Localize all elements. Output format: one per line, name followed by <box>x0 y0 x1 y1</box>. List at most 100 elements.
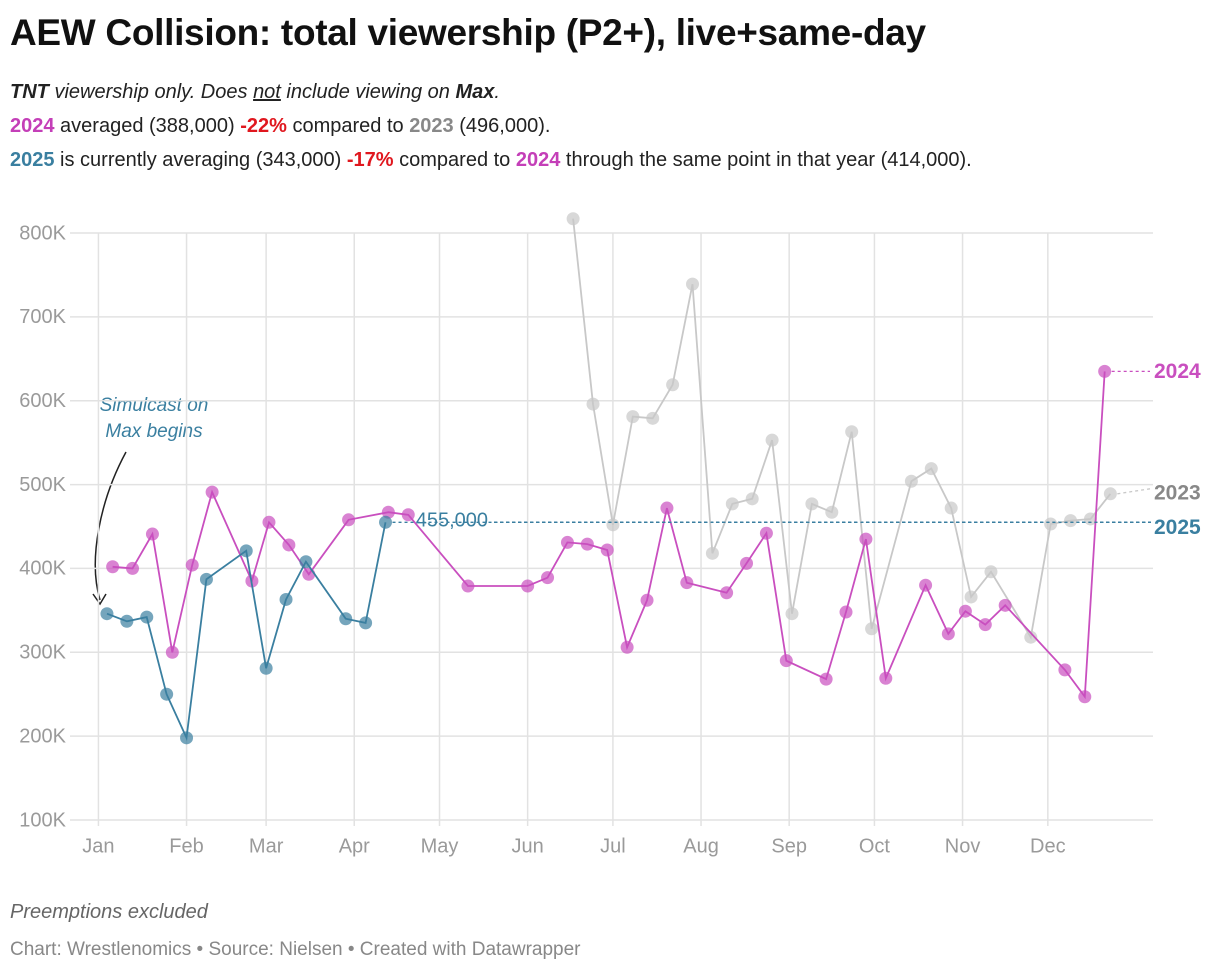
data-point <box>259 661 273 675</box>
subtitle-text: is currently averaging (343,000) <box>54 149 347 171</box>
data-point <box>299 555 313 569</box>
data-point <box>302 567 316 581</box>
data-point <box>120 614 134 628</box>
data-point <box>626 410 640 424</box>
data-point <box>185 558 199 572</box>
series-line <box>572 218 1112 640</box>
data-point <box>1078 690 1092 704</box>
data-point <box>779 654 793 668</box>
data-point <box>705 546 719 560</box>
subtitle-text: compared to <box>286 115 410 137</box>
data-point <box>944 501 958 515</box>
subtitle-text: -22% <box>240 115 287 137</box>
subtitle-text: Max <box>455 81 495 103</box>
x-tick-label: Jun <box>512 835 544 857</box>
subtitle-text: viewership only. Does <box>48 81 254 103</box>
data-point <box>282 538 296 552</box>
source: Chart: Wrestlenomics • Source: Nielsen •… <box>10 939 581 960</box>
data-point <box>262 515 276 529</box>
data-point <box>680 576 694 590</box>
data-point <box>660 501 674 515</box>
reference-label: 455,000 <box>416 510 488 532</box>
data-point <box>541 571 555 585</box>
x-tick-label: Nov <box>945 835 981 857</box>
x-tick-label: Dec <box>1030 835 1066 857</box>
data-point <box>180 731 194 745</box>
annotation: Max begins <box>105 421 203 442</box>
y-tick-label: 400K <box>19 558 66 580</box>
subtitle-text: through the same point in that year (414… <box>560 149 972 171</box>
data-point <box>239 544 253 558</box>
data-point <box>1083 512 1097 526</box>
x-tick-label: Sep <box>771 835 807 857</box>
y-tick-label: 700K <box>19 306 66 328</box>
x-tick-label: Feb <box>169 835 203 857</box>
subtitle-text: 2023 <box>409 115 454 137</box>
data-point <box>359 616 373 630</box>
data-point <box>381 505 395 519</box>
data-point <box>339 612 353 626</box>
data-point <box>666 378 680 392</box>
subtitle-text: 2025 <box>10 149 55 171</box>
data-point <box>941 627 955 641</box>
subtitle: TNT viewership only. Does not include vi… <box>10 80 1210 104</box>
y-tick-label: 500K <box>19 474 66 496</box>
data-point <box>165 645 179 659</box>
data-point <box>919 578 933 592</box>
data-point <box>586 397 600 411</box>
legend-label: 2024 <box>1154 360 1201 383</box>
y-tick-label: 600K <box>19 390 66 412</box>
x-tick-label: Aug <box>683 835 719 857</box>
series-extension <box>1117 488 1151 495</box>
data-point <box>140 610 154 624</box>
subtitle-text: include viewing on <box>280 81 456 103</box>
legend-label: 2023 <box>1154 481 1201 504</box>
data-point <box>904 474 918 488</box>
data-point <box>646 411 660 425</box>
data-point <box>1098 364 1112 378</box>
subtitle: 2024 averaged (388,000) -22% compared to… <box>10 114 1210 138</box>
y-tick-label: 800K <box>19 222 66 244</box>
data-point <box>759 526 773 540</box>
data-point <box>160 687 174 701</box>
data-point <box>964 590 978 604</box>
data-point <box>1058 663 1072 677</box>
subtitle-text: 2024 <box>10 115 55 137</box>
subtitle-text: averaged (388,000) <box>54 115 241 137</box>
data-point <box>566 212 580 226</box>
data-point <box>845 425 859 439</box>
data-point <box>560 535 574 549</box>
data-point <box>379 515 393 529</box>
notes: Preemptions excluded <box>10 901 208 923</box>
chart-title: AEW Collision: total viewership (P2+), l… <box>10 12 926 53</box>
x-tick-label: May <box>421 835 459 857</box>
legend-label: 2025 <box>1154 516 1201 539</box>
subtitle-text: not <box>253 81 281 103</box>
data-point <box>785 607 799 621</box>
subtitle: 2025 is currently averaging (343,000) -1… <box>10 148 1210 172</box>
data-point <box>765 433 779 447</box>
subtitle-text: -17% <box>346 149 394 171</box>
series-line <box>112 371 1106 700</box>
annotation: Simulcast on <box>100 395 209 416</box>
x-tick-label: Apr <box>339 835 370 857</box>
data-point <box>819 672 833 686</box>
data-point <box>521 579 535 593</box>
data-point <box>1064 514 1078 528</box>
data-point <box>1044 517 1058 531</box>
y-tick-label: 300K <box>19 642 66 664</box>
annotation-arrowhead <box>92 593 107 606</box>
data-point <box>461 579 475 593</box>
data-point <box>1024 630 1038 644</box>
data-point <box>984 565 998 579</box>
y-tick-label: 100K <box>19 809 66 831</box>
data-point <box>100 607 114 621</box>
x-tick-label: Mar <box>249 835 284 857</box>
data-point <box>145 527 159 541</box>
subtitle-text: . <box>494 81 500 103</box>
data-point <box>401 508 415 522</box>
data-point <box>106 560 120 574</box>
data-point <box>924 462 938 476</box>
data-point <box>720 586 734 600</box>
